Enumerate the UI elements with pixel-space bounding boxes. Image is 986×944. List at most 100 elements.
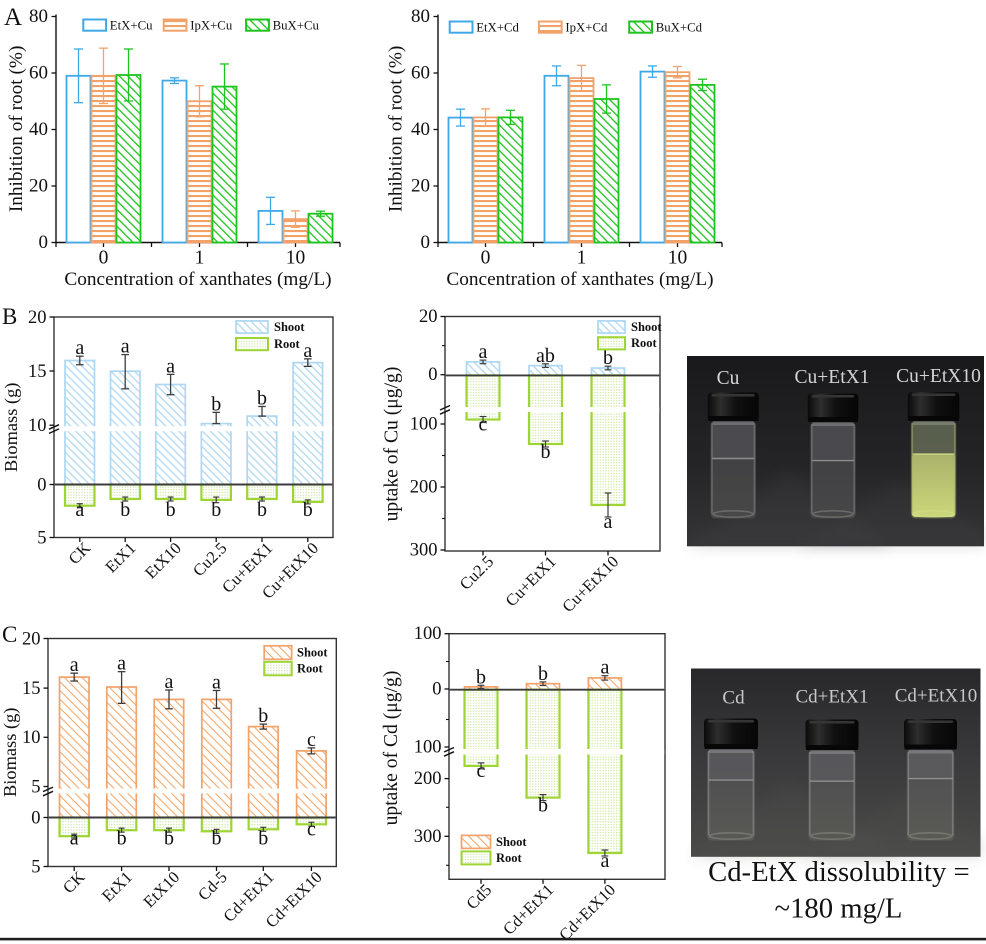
svg-text:Cd+EtX1: Cd+EtX1 xyxy=(796,687,869,708)
svg-text:Cu+EtX10: Cu+EtX10 xyxy=(558,552,622,616)
svg-text:~180 mg/L: ~180 mg/L xyxy=(775,893,903,925)
svg-text:Shoot: Shoot xyxy=(297,646,328,660)
svg-text:20: 20 xyxy=(28,308,47,328)
svg-text:c: c xyxy=(307,729,316,751)
svg-text:b: b xyxy=(257,499,267,521)
svg-text:Cd-EtX dissolubility =: Cd-EtX dissolubility = xyxy=(708,856,970,888)
svg-text:0: 0 xyxy=(39,232,49,253)
svg-text:10: 10 xyxy=(286,248,306,269)
svg-text:CK: CK xyxy=(59,867,89,897)
svg-text:Shoot: Shoot xyxy=(274,320,305,334)
svg-text:60: 60 xyxy=(411,63,430,84)
svg-text:b: b xyxy=(166,499,176,521)
svg-text:Cu+EtX1: Cu+EtX1 xyxy=(502,552,560,610)
svg-text:80: 80 xyxy=(29,6,48,27)
svg-text:A: A xyxy=(4,4,22,31)
svg-text:b: b xyxy=(258,828,268,850)
svg-text:EtX10: EtX10 xyxy=(141,538,185,582)
svg-text:5: 5 xyxy=(37,528,46,548)
svg-text:b: b xyxy=(303,499,313,521)
svg-text:60: 60 xyxy=(29,63,48,84)
svg-text:a: a xyxy=(75,499,84,521)
svg-text:Cu2.5: Cu2.5 xyxy=(189,538,231,580)
svg-text:Biomass (g): Biomass (g) xyxy=(1,383,22,472)
svg-text:Shoot: Shoot xyxy=(496,835,527,849)
svg-text:b: b xyxy=(212,828,222,850)
svg-text:EtX1: EtX1 xyxy=(101,538,139,576)
svg-text:Inhibition of root (%): Inhibition of root (%) xyxy=(6,46,27,213)
svg-text:0: 0 xyxy=(432,680,441,700)
svg-text:20: 20 xyxy=(411,176,430,197)
svg-text:C: C xyxy=(2,622,17,647)
svg-text:1: 1 xyxy=(577,248,587,269)
svg-text:Root: Root xyxy=(631,336,658,350)
svg-text:b: b xyxy=(538,663,548,685)
svg-text:b: b xyxy=(541,441,551,463)
svg-text:b: b xyxy=(538,795,548,817)
svg-text:Cd: Cd xyxy=(722,688,745,709)
svg-text:BuX+Cd: BuX+Cd xyxy=(656,20,703,34)
svg-text:a: a xyxy=(75,337,84,359)
svg-text:200: 200 xyxy=(414,769,442,789)
svg-text:ab: ab xyxy=(536,345,555,367)
svg-text:CK: CK xyxy=(64,538,94,568)
svg-text:Concentration of xanthates (mg: Concentration of xanthates (mg/L) xyxy=(446,269,713,290)
svg-text:uptake of Cu (μg/g): uptake of Cu (μg/g) xyxy=(382,367,403,522)
svg-text:a: a xyxy=(121,336,130,358)
svg-text:Cd+EtX10: Cd+EtX10 xyxy=(555,880,619,944)
svg-text:5: 5 xyxy=(31,777,40,797)
svg-text:5: 5 xyxy=(31,857,40,877)
svg-text:b: b xyxy=(211,499,221,521)
svg-text:b: b xyxy=(603,347,613,369)
svg-text:b: b xyxy=(257,387,267,409)
svg-text:20: 20 xyxy=(29,176,48,197)
svg-text:a: a xyxy=(165,671,174,693)
svg-text:a: a xyxy=(166,355,175,377)
svg-text:a: a xyxy=(479,341,488,363)
svg-text:300: 300 xyxy=(410,541,438,561)
svg-text:uptake of Cd (μg/g): uptake of Cd (μg/g) xyxy=(381,671,402,826)
svg-text:a: a xyxy=(70,828,79,850)
svg-text:Concentration of xanthates (mg: Concentration of xanthates (mg/L) xyxy=(64,269,331,290)
svg-text:10: 10 xyxy=(22,728,41,748)
svg-text:200: 200 xyxy=(410,478,438,498)
svg-text:EtX10: EtX10 xyxy=(139,867,183,911)
svg-text:b: b xyxy=(117,828,127,850)
svg-text:20: 20 xyxy=(22,629,41,649)
svg-text:Cu+EtX1: Cu+EtX1 xyxy=(795,367,870,388)
svg-text:B: B xyxy=(2,304,17,329)
svg-text:a: a xyxy=(212,671,221,693)
svg-text:100: 100 xyxy=(414,738,442,758)
svg-text:a: a xyxy=(600,850,609,872)
svg-text:b: b xyxy=(476,666,486,688)
svg-text:0: 0 xyxy=(31,808,40,828)
svg-text:b: b xyxy=(258,705,268,727)
svg-text:Root: Root xyxy=(496,851,523,865)
svg-text:b: b xyxy=(120,499,130,521)
svg-text:b: b xyxy=(164,828,174,850)
svg-text:Cd+EtX1: Cd+EtX1 xyxy=(499,880,557,938)
svg-text:c: c xyxy=(479,414,488,436)
svg-text:20: 20 xyxy=(419,307,438,327)
svg-text:a: a xyxy=(604,511,613,533)
svg-text:0: 0 xyxy=(481,248,491,269)
svg-text:Cu2.5: Cu2.5 xyxy=(456,552,498,594)
svg-text:a: a xyxy=(117,653,126,675)
svg-text:10: 10 xyxy=(28,416,47,436)
svg-text:80: 80 xyxy=(411,6,430,27)
svg-text:EtX1: EtX1 xyxy=(98,867,136,905)
svg-text:0: 0 xyxy=(428,365,437,385)
svg-text:a: a xyxy=(70,654,79,676)
svg-text:0: 0 xyxy=(99,248,109,269)
svg-text:1: 1 xyxy=(195,248,205,269)
svg-text:15: 15 xyxy=(28,362,47,382)
svg-text:Cu: Cu xyxy=(717,368,740,389)
svg-text:EtX+Cd: EtX+Cd xyxy=(476,20,519,34)
svg-text:Root: Root xyxy=(274,337,301,351)
svg-text:100: 100 xyxy=(410,415,438,435)
svg-text:b: b xyxy=(211,393,221,415)
svg-text:IpX+Cd: IpX+Cd xyxy=(565,20,608,34)
svg-text:Cd+EtX10: Cd+EtX10 xyxy=(895,686,978,707)
svg-text:Cd5: Cd5 xyxy=(462,880,495,913)
svg-text:Root: Root xyxy=(297,662,324,676)
